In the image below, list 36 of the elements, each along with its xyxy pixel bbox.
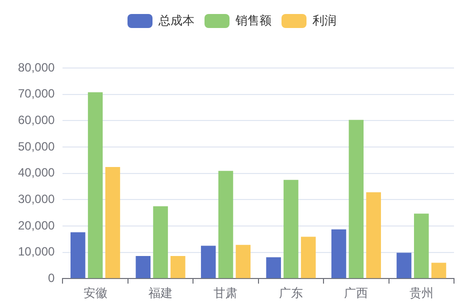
y-tick-label: 10,000 xyxy=(18,244,56,259)
bar xyxy=(136,256,151,278)
y-tick-label: 50,000 xyxy=(18,139,56,154)
x-tick-label: 安徽 xyxy=(83,286,108,300)
bar xyxy=(300,236,316,278)
bar xyxy=(218,170,234,278)
bar xyxy=(105,166,120,278)
bar xyxy=(200,246,216,278)
x-tick-label: 贵州 xyxy=(409,286,434,300)
bar xyxy=(414,214,429,278)
bar xyxy=(348,120,364,278)
legend-label: 销售额 xyxy=(234,13,272,28)
legend-label: 利润 xyxy=(312,13,336,28)
y-tick-label: 70,000 xyxy=(18,86,56,101)
bar xyxy=(170,256,186,278)
x-tick-label: 广东 xyxy=(278,286,303,300)
legend-label: 总成本 xyxy=(158,13,194,28)
bar xyxy=(331,229,346,278)
bar xyxy=(366,192,381,278)
bar xyxy=(396,252,412,278)
bar xyxy=(266,257,281,278)
bar xyxy=(284,180,298,278)
bar xyxy=(431,262,446,278)
y-tick-label: 0 xyxy=(48,270,56,285)
bar xyxy=(88,92,103,278)
x-tick-label: 广西 xyxy=(344,286,368,300)
bar xyxy=(153,206,168,278)
y-tick-label: 20,000 xyxy=(18,218,56,232)
y-tick-label: 60,000 xyxy=(18,112,56,127)
x-tick-label: 甘肃 xyxy=(214,286,238,300)
y-tick-label: 40,000 xyxy=(18,166,56,180)
x-tick-label: 福建 xyxy=(148,286,173,300)
bar xyxy=(70,232,86,278)
y-tick-label: 30,000 xyxy=(18,192,56,206)
y-tick-label: 80,000 xyxy=(18,60,56,74)
bar xyxy=(236,244,251,278)
